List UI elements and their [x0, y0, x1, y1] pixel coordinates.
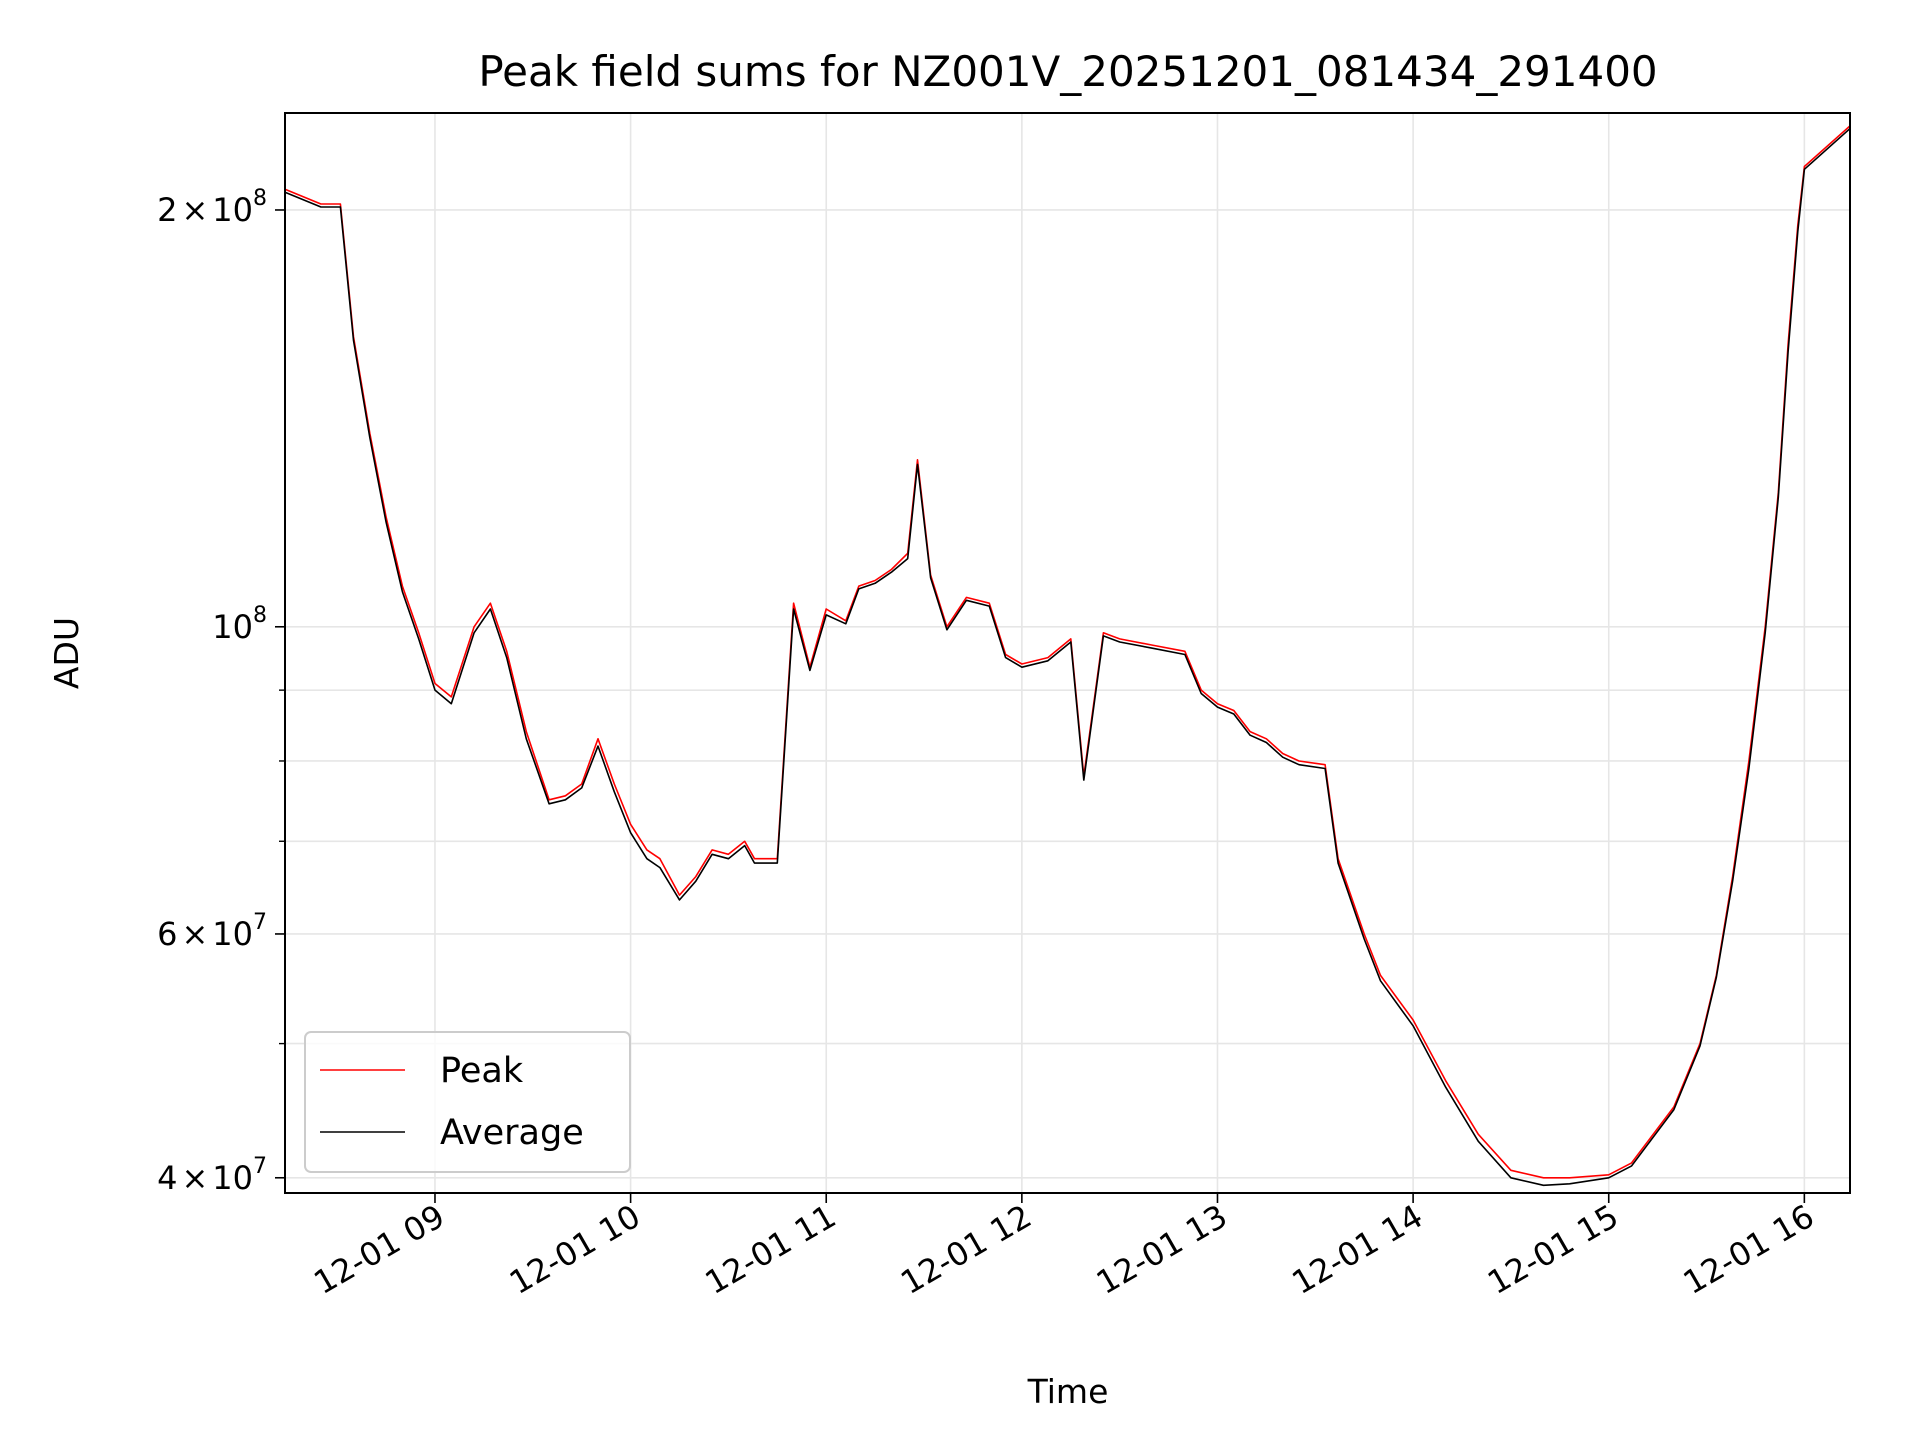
- y-tick-exponent: 8: [253, 603, 267, 628]
- y-tick-mantissa: 6: [157, 915, 177, 953]
- y-tick-exponent: 7: [253, 910, 267, 935]
- y-tick-label: 4 × 107: [157, 1154, 267, 1197]
- y-tick-base: 10: [212, 608, 253, 646]
- y-tick-base: 10: [212, 191, 253, 229]
- y-tick-exponent: 8: [253, 186, 267, 211]
- chart-title: Peak field sums for NZ001V_20251201_0814…: [478, 47, 1657, 96]
- grid-lines: [285, 113, 1850, 1193]
- series-line-peak: [285, 125, 1850, 1179]
- series-line-average: [285, 128, 1850, 1187]
- plot-frame: [284, 112, 1851, 1194]
- y-tick-label: 6 × 107: [157, 910, 267, 953]
- y-tick-base: 10: [212, 1159, 253, 1197]
- y-tick-times: ×: [181, 191, 208, 229]
- x-axis-label: Time: [1027, 1372, 1109, 1411]
- y-axis-label: ADU: [47, 617, 86, 689]
- legend-label-average: Average: [440, 1113, 584, 1153]
- legend: Peak Average: [304, 1031, 631, 1173]
- legend-label-peak: Peak: [440, 1051, 524, 1091]
- y-tick-times: ×: [181, 1159, 208, 1197]
- series-layer: [285, 125, 1850, 1187]
- y-tick-label: 2 × 108: [157, 186, 267, 229]
- y-tick-mantissa: 4: [157, 1159, 177, 1197]
- y-tick-exponent: 7: [253, 1154, 267, 1179]
- y-tick-label: 108: [212, 603, 267, 646]
- y-tick-base: 10: [212, 915, 253, 953]
- y-tick-times: ×: [181, 915, 208, 953]
- y-tick-mantissa: 2: [157, 191, 177, 229]
- legend-box: [304, 1031, 631, 1173]
